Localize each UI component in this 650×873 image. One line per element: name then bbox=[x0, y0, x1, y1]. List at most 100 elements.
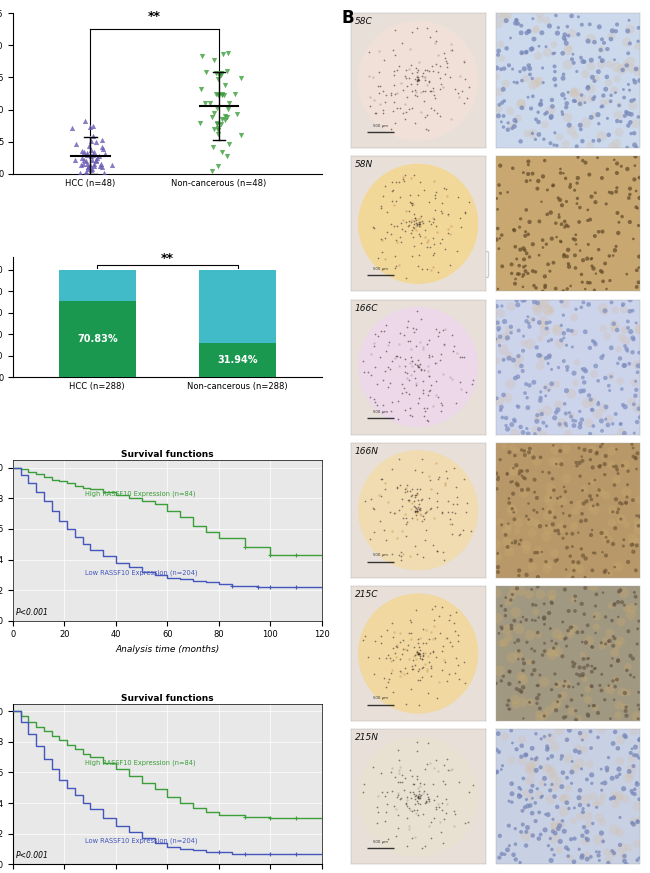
Point bbox=[585, 276, 595, 290]
Point bbox=[445, 512, 455, 526]
Point bbox=[580, 168, 591, 182]
Point bbox=[510, 636, 520, 650]
Point bbox=[392, 638, 402, 652]
Point bbox=[216, 87, 227, 101]
Point bbox=[523, 483, 533, 497]
Point bbox=[613, 108, 623, 122]
Point bbox=[426, 602, 437, 616]
Point bbox=[566, 409, 577, 423]
Point bbox=[512, 525, 522, 539]
Point bbox=[632, 365, 643, 379]
Point bbox=[432, 224, 443, 238]
Circle shape bbox=[359, 21, 478, 140]
Point bbox=[447, 43, 457, 57]
Point bbox=[558, 791, 568, 805]
Point bbox=[504, 819, 514, 833]
Point bbox=[558, 308, 569, 322]
Point bbox=[606, 516, 617, 530]
Point bbox=[514, 467, 525, 481]
Point bbox=[409, 365, 419, 379]
Point bbox=[411, 652, 421, 666]
Point bbox=[562, 195, 572, 209]
Point bbox=[416, 363, 426, 377]
Point bbox=[554, 724, 564, 738]
Point bbox=[508, 353, 519, 367]
Point bbox=[553, 456, 564, 470]
Point bbox=[81, 155, 91, 168]
Point bbox=[597, 100, 608, 113]
Point bbox=[498, 82, 508, 96]
Point bbox=[229, 87, 240, 101]
Point bbox=[508, 487, 518, 501]
Point bbox=[436, 347, 446, 361]
Point bbox=[358, 633, 369, 647]
Point bbox=[541, 39, 551, 53]
Point bbox=[491, 743, 502, 757]
Point bbox=[444, 613, 454, 627]
Point bbox=[633, 698, 644, 712]
Point bbox=[629, 397, 639, 411]
Point bbox=[587, 259, 597, 273]
Point bbox=[400, 352, 410, 366]
Point bbox=[411, 773, 422, 787]
Point bbox=[438, 638, 448, 652]
Point bbox=[418, 374, 428, 388]
Point bbox=[560, 674, 570, 688]
Point bbox=[395, 478, 406, 491]
Point bbox=[582, 849, 592, 863]
Point bbox=[534, 832, 544, 846]
Point bbox=[556, 217, 567, 231]
Point bbox=[623, 771, 634, 785]
Point bbox=[412, 73, 423, 87]
Point bbox=[405, 484, 415, 498]
Point bbox=[590, 503, 600, 517]
Point bbox=[236, 72, 246, 86]
Point bbox=[577, 688, 587, 702]
Point bbox=[413, 698, 424, 712]
Point bbox=[571, 228, 581, 242]
Point bbox=[501, 41, 512, 55]
Point bbox=[618, 841, 628, 855]
Point bbox=[629, 127, 640, 141]
Point bbox=[595, 264, 606, 278]
Point bbox=[606, 369, 616, 383]
Point bbox=[576, 91, 586, 105]
Point bbox=[400, 97, 411, 111]
Point bbox=[502, 466, 513, 480]
Point bbox=[428, 539, 438, 553]
Point bbox=[519, 230, 529, 244]
Point bbox=[358, 785, 369, 799]
Point bbox=[401, 484, 411, 498]
Point bbox=[557, 257, 567, 271]
Point bbox=[538, 465, 548, 479]
Point bbox=[396, 36, 407, 50]
Point bbox=[513, 634, 523, 648]
Point bbox=[582, 692, 593, 706]
Point bbox=[435, 815, 445, 828]
Point bbox=[523, 512, 534, 526]
Point bbox=[528, 503, 539, 517]
Point bbox=[557, 105, 567, 119]
Point bbox=[419, 409, 430, 423]
Point bbox=[511, 115, 521, 129]
Point bbox=[442, 797, 452, 811]
Point bbox=[562, 771, 572, 785]
Point bbox=[561, 841, 571, 855]
Point bbox=[415, 673, 425, 687]
Point bbox=[545, 136, 556, 150]
Point bbox=[575, 756, 585, 770]
Point bbox=[515, 134, 526, 148]
Point bbox=[539, 709, 549, 723]
Point bbox=[601, 181, 611, 195]
Point bbox=[573, 555, 584, 569]
Point bbox=[413, 647, 424, 661]
Point bbox=[427, 230, 437, 244]
Point bbox=[561, 677, 571, 691]
Point bbox=[404, 373, 414, 387]
Point bbox=[574, 791, 584, 805]
Point bbox=[499, 11, 510, 25]
Point bbox=[584, 17, 595, 31]
Point bbox=[518, 672, 528, 686]
Point bbox=[512, 581, 522, 595]
Point bbox=[424, 472, 435, 486]
